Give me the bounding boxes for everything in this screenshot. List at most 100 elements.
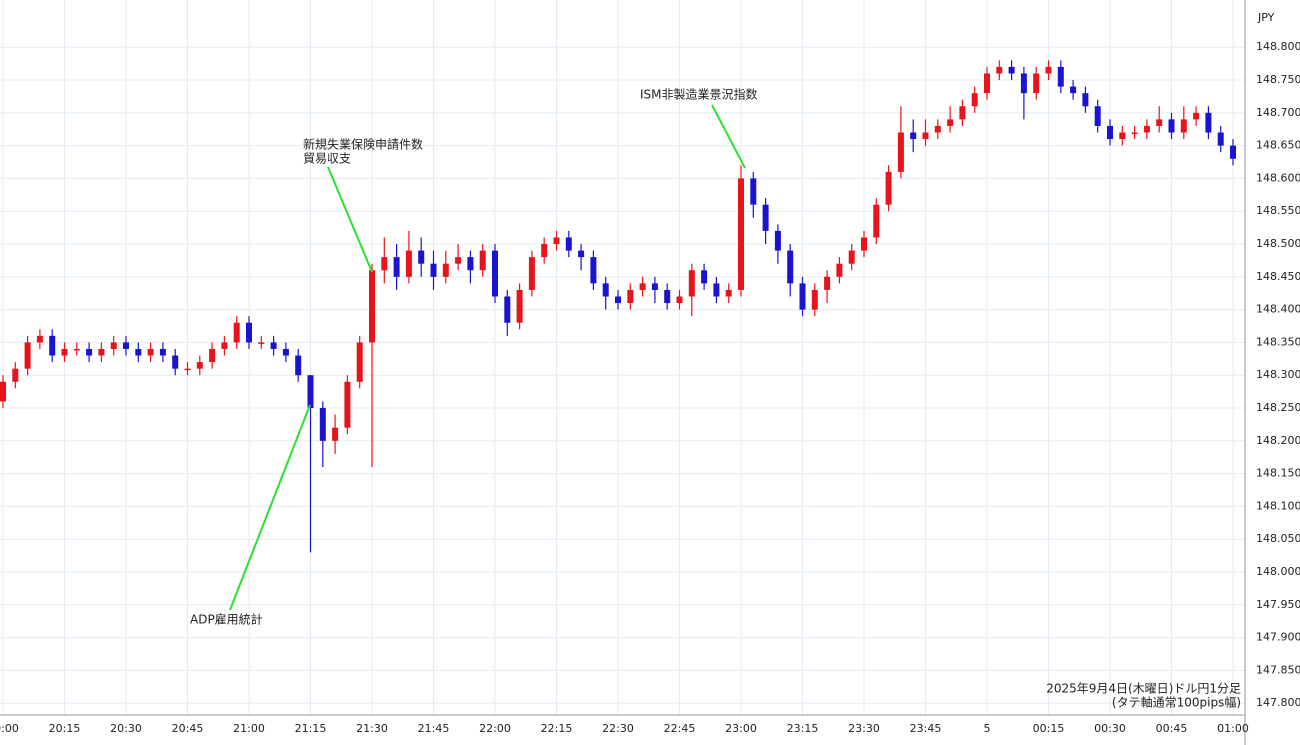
candle-body (676, 296, 683, 304)
x-tick-label: 00:45 (1156, 722, 1188, 735)
candle-body (984, 73, 990, 94)
candle-body (725, 289, 732, 297)
x-tick-label: 00:15 (1033, 722, 1065, 735)
candle-body (971, 93, 978, 107)
y-tick-label: 147.900 (1256, 631, 1300, 644)
candle-body (1057, 66, 1064, 87)
candle-body (959, 106, 966, 120)
candle-body (787, 250, 794, 284)
y-tick-label: 148.400 (1256, 303, 1300, 316)
y-tick-label: 148.100 (1256, 499, 1300, 512)
candle-body (356, 342, 363, 382)
candle-body (295, 355, 302, 376)
candle-body (1020, 73, 1027, 94)
y-tick-label: 148.250 (1256, 401, 1300, 414)
candle-body (578, 250, 585, 258)
candle-body (873, 204, 880, 238)
y-tick-label: 148.650 (1256, 139, 1300, 152)
candle-body (1094, 106, 1101, 126)
candle-body (688, 270, 695, 297)
y-tick-label: 148.500 (1256, 237, 1300, 250)
candle-body (615, 296, 621, 304)
candle-body (1008, 66, 1015, 74)
candle-body (664, 289, 671, 304)
x-tick-label: 23:00 (725, 722, 757, 735)
annotation-text: 新規失業保険申請件数 (303, 137, 423, 152)
candle-body (24, 342, 31, 369)
x-tick-label: 22:45 (664, 722, 696, 735)
candle-body (36, 335, 43, 343)
candle-body (996, 66, 1003, 74)
x-tick-label: 21:00 (233, 722, 265, 735)
candle-body (1070, 86, 1077, 94)
candle-body (897, 132, 904, 172)
annotation-text: 貿易収支 (303, 152, 351, 166)
footnote: 2025年9月4日(木曜日)ドル円1分足 (1046, 682, 1241, 696)
candle-body (332, 427, 339, 441)
x-tick-label: 22:30 (602, 722, 634, 735)
candle-body (1217, 132, 1224, 146)
y-tick-label: 148.000 (1256, 565, 1300, 578)
y-tick-label: 148.800 (1256, 40, 1300, 53)
candle-body (885, 171, 892, 205)
candle-body (492, 250, 498, 297)
candle-body (1180, 119, 1187, 133)
y-tick-label: 148.350 (1256, 335, 1300, 348)
candle-body (541, 244, 548, 258)
x-tick-label: 00:30 (1094, 722, 1126, 735)
candle-body (135, 348, 142, 356)
y-unit: JPY (1257, 11, 1275, 24)
y-tick-label: 148.150 (1256, 467, 1300, 480)
x-tick-label: 22:00 (479, 722, 511, 735)
plot (0, 60, 1236, 553)
candle-body (1205, 112, 1212, 133)
candle-body (123, 342, 129, 349)
candle-body (639, 283, 646, 290)
candle-body (1143, 125, 1150, 133)
candle-body (590, 257, 597, 284)
candle-body (442, 263, 449, 277)
candle-body (393, 257, 400, 277)
candle-body (196, 362, 203, 369)
x-tick-label: 21:30 (356, 722, 388, 735)
annotation-pointer (711, 104, 746, 169)
candle-body (651, 283, 658, 290)
candle-body (184, 368, 191, 371)
candle-body (73, 348, 80, 351)
candle-body (811, 289, 818, 310)
x-tick-label: 20:00 (0, 722, 19, 735)
candle-body (209, 348, 216, 363)
candle-body (49, 335, 56, 356)
candle-body (762, 204, 769, 231)
candle-body (381, 257, 388, 271)
y-tick-label: 148.750 (1256, 73, 1300, 86)
candle-body (1107, 125, 1113, 140)
annotation-text: ISM非製造業景況指数 (640, 87, 758, 102)
candle-body (1045, 66, 1052, 74)
candle-body (750, 178, 757, 205)
candle-body (934, 125, 941, 133)
candle-body (369, 270, 375, 343)
x-tick-label: 23:30 (848, 722, 880, 735)
candle-body (0, 381, 6, 402)
x-tick-label: 01:00 (1217, 722, 1249, 735)
x-tick-label: 20:45 (172, 722, 204, 735)
candle-body (910, 132, 917, 140)
y-tick-label: 147.850 (1256, 663, 1300, 676)
candle-body (1156, 119, 1163, 126)
candle-body (86, 348, 93, 356)
candle-body (455, 257, 462, 264)
candle-body (1033, 73, 1040, 94)
candle-body (1193, 112, 1200, 120)
candle-body (98, 348, 105, 356)
candle-body (307, 375, 314, 409)
candle-body (553, 237, 560, 245)
candle-body (701, 270, 708, 284)
annotation-text: ADP雇用統計 (190, 612, 263, 627)
candle-body (147, 348, 154, 356)
candle-body (1131, 132, 1138, 135)
candle-body (61, 348, 68, 356)
